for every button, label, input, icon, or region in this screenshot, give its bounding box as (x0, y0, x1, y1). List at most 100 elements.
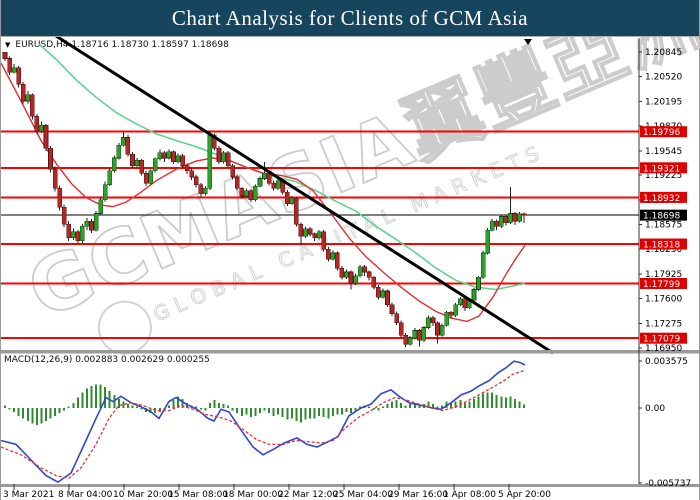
candle-down (435, 322, 440, 336)
candle-down (512, 213, 518, 222)
title-bar: Chart Analysis for Clients of GCM Asia (1, 0, 699, 36)
last-bar-marker-icon (524, 39, 532, 45)
time-axis-label: 5 Apr 20:00 (498, 490, 551, 500)
price-level-badge (640, 238, 687, 250)
candle-down (162, 152, 167, 159)
panel-separator[interactable] (1, 350, 700, 354)
watermark: GCMASIA翼豐亞洲 GLOBAL CAPITAL MARKETS (14, 37, 700, 355)
candle-up (426, 317, 431, 328)
time-axis-label: 29 Mar 16:00 (388, 490, 448, 500)
candle-down (307, 228, 313, 235)
macd-tick-label: 0.00 (645, 404, 665, 414)
candle-up (412, 330, 418, 339)
candle-up (80, 226, 85, 242)
window-title: Chart Analysis for Clients of GCM Asia (171, 5, 529, 30)
candle-up (134, 159, 140, 166)
candle-up (93, 213, 99, 231)
time-axis-label: 25 Mar 04:00 (333, 490, 393, 500)
time-axis-label: 10 Mar 20:00 (113, 490, 173, 500)
candle-down (16, 67, 21, 85)
candle-up (121, 137, 126, 146)
macd-line (1, 360, 526, 484)
candle-up (70, 231, 76, 239)
price-level-badge (640, 332, 687, 344)
candle-up (453, 304, 459, 316)
candle-up (148, 170, 153, 184)
candle-down (89, 220, 94, 231)
candle-up (39, 125, 44, 132)
candle-down (225, 152, 231, 166)
price-tick-label: 1.20195 (645, 97, 682, 107)
descending-trendline[interactable] (55, 37, 554, 355)
candle-down (48, 147, 53, 170)
candle-up (480, 252, 486, 278)
candle-down (284, 191, 290, 204)
price-level-badge-label: 1.17079 (643, 335, 680, 345)
symbol-dropdown-icon[interactable]: ▼ (5, 40, 11, 49)
chart-area: ▼ EURUSD,H4 1.18716 1.18730 1.18597 1.18… (1, 36, 700, 500)
current-price-badge-label: 1.18698 (643, 212, 680, 222)
candle-down (43, 125, 49, 149)
panel-separator-bottom[interactable] (1, 484, 700, 487)
candle-up (262, 172, 267, 179)
price-tick-label: 1.20845 (645, 48, 682, 58)
ohlc-header: ▼ EURUSD,H4 1.18716 1.18730 1.18597 1.18… (5, 40, 229, 50)
price-level-badge (640, 162, 687, 174)
candle-down (266, 172, 272, 184)
candle-down (143, 172, 149, 184)
price-level-badge (640, 277, 687, 289)
candle-down (325, 248, 331, 260)
candle-up (221, 152, 226, 163)
price-tick-label: 1.19545 (645, 147, 682, 157)
time-axis-label: 18 Mar 00:00 (223, 490, 283, 500)
price-tick-label: 1.17275 (645, 319, 682, 329)
candle-down (216, 147, 222, 163)
price-tick-label: 1.17925 (645, 270, 682, 280)
price-tick-label: 1.19225 (645, 171, 682, 181)
candle-down (171, 151, 176, 163)
ohlc-text: EURUSD,H4 1.18716 1.18730 1.18597 1.1869… (15, 40, 229, 50)
watermark-text: GCMASIA翼豐亞洲 (15, 37, 700, 336)
candle-down (494, 220, 500, 227)
candle-up (102, 184, 108, 201)
candle-up (111, 157, 117, 172)
candle-down (339, 267, 345, 278)
candle-down (371, 277, 377, 288)
time-axis-label: 1 Apr 08:00 (443, 490, 496, 500)
price-level-badge-label: 1.18932 (643, 194, 680, 204)
candle-up (471, 289, 477, 301)
candle-down (294, 197, 299, 225)
candle-down (2, 52, 8, 59)
candle-down (52, 169, 58, 189)
candle-down (139, 159, 144, 174)
candle-down (61, 207, 67, 225)
candle-up (303, 228, 308, 237)
candle-up (330, 252, 336, 260)
candle-down (430, 317, 436, 324)
candle-up (407, 337, 413, 345)
candle-up (380, 290, 386, 298)
candle-down (130, 153, 135, 166)
price-chart-canvas[interactable]: GCMASIA翼豐亞洲 GLOBAL CAPITAL MARKETS 1.208… (1, 37, 700, 500)
candle-down (184, 165, 190, 172)
candle-up (203, 188, 208, 195)
candle-up (152, 158, 158, 172)
macd-indicator-label: MACD(12,26,9) 0.002883 0.002629 0.000255 (4, 355, 210, 365)
candle-up (439, 324, 445, 336)
macd-tick-label: 0.003575 (645, 357, 688, 367)
candle-down (385, 290, 390, 305)
time-axis-label: 8 Mar 04:00 (58, 490, 113, 500)
candle-down (362, 266, 367, 273)
candle-down (180, 155, 185, 166)
price-tick-label: 1.17600 (645, 295, 682, 305)
price-tick-label: 1.18250 (645, 245, 682, 255)
candle-down (66, 223, 72, 239)
candle-down (239, 188, 245, 197)
candle-up (116, 144, 122, 159)
candle-down (403, 334, 408, 345)
candle-up (476, 277, 481, 290)
candle-down (376, 286, 381, 298)
candle-down (448, 311, 454, 316)
time-axis-label: 15 Mar 08:00 (168, 490, 228, 500)
